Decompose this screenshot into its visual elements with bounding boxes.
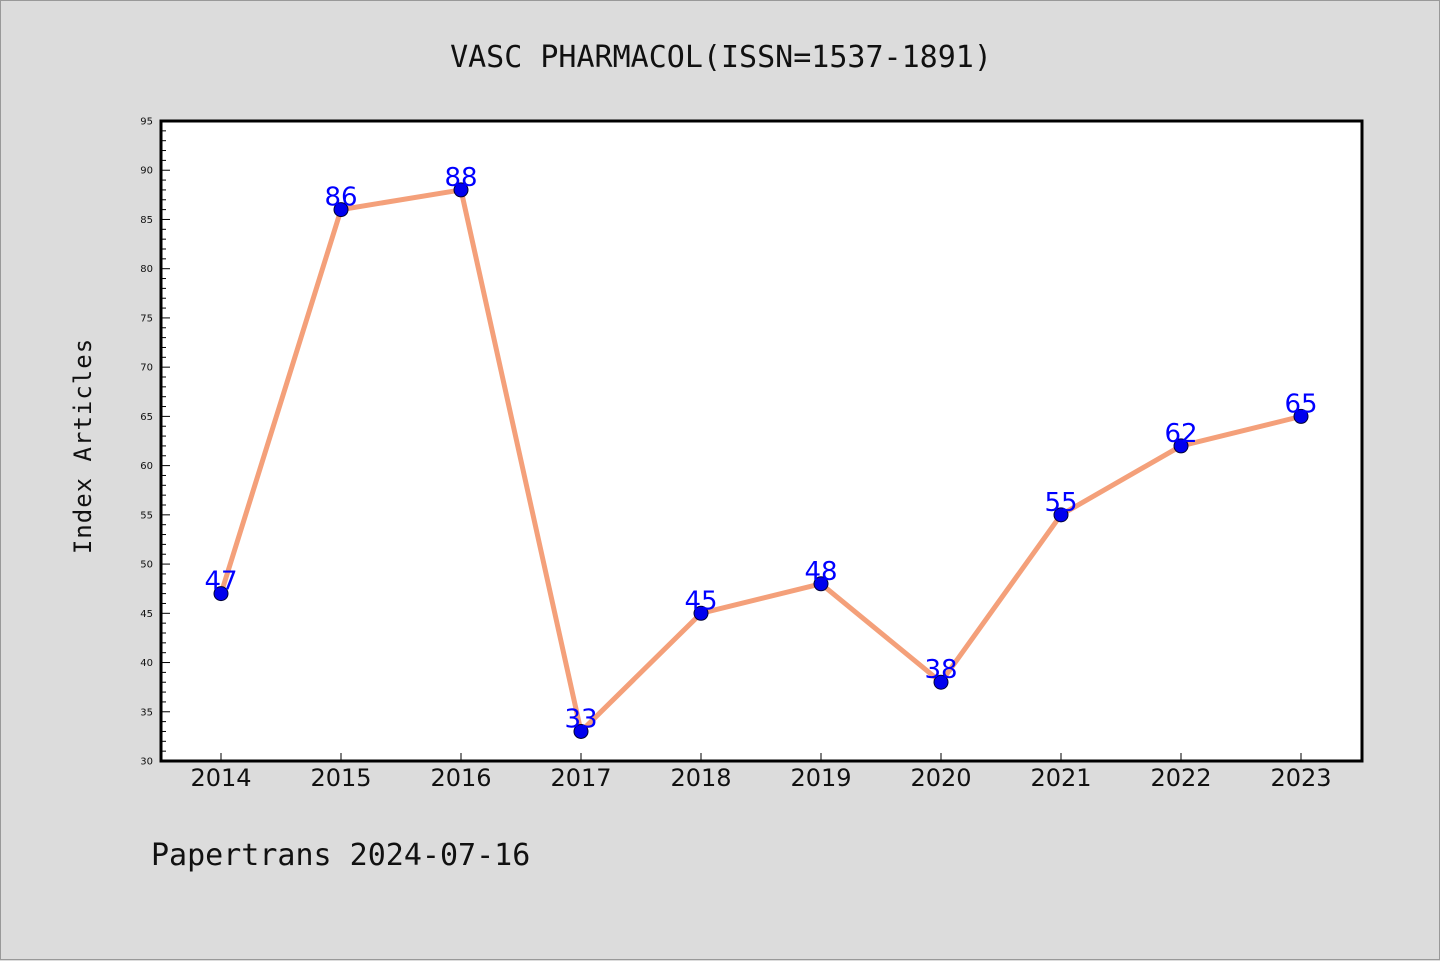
data-points (213, 182, 1309, 739)
series-line-group (218, 187, 1304, 734)
y-tick-label: 80 (140, 264, 153, 275)
y-tick-label: 75 (140, 313, 153, 324)
data-label: 86 (324, 183, 357, 213)
data-point (1173, 438, 1189, 454)
plot-area (159, 119, 1364, 763)
data-label: 33 (564, 704, 597, 734)
data-point (333, 202, 349, 218)
x-tick-label: 2019 (790, 764, 851, 792)
y-tick-label: 50 (140, 560, 153, 571)
data-point (813, 576, 829, 592)
data-point (1053, 507, 1069, 523)
series-line (218, 187, 1304, 734)
x-tick-label: 2021 (1030, 764, 1091, 792)
y-axis-label: Index Articles (69, 338, 97, 554)
data-point (933, 674, 949, 690)
y-tick-label: 95 (140, 117, 153, 128)
y-tick-label: 65 (140, 412, 153, 423)
data-label: 55 (1044, 488, 1077, 518)
data-point (693, 605, 709, 621)
x-tick-label: 2015 (310, 764, 371, 792)
data-label: 47 (204, 567, 237, 597)
data-label: 62 (1164, 419, 1197, 449)
data-label: 45 (684, 586, 717, 616)
y-tick-label: 60 (140, 461, 153, 472)
data-point (573, 723, 589, 739)
y-tick-label: 55 (140, 510, 153, 521)
y-tick-label: 70 (140, 363, 153, 374)
y-tick-label: 90 (140, 166, 153, 177)
x-tick-label: 2018 (670, 764, 731, 792)
y-axis: 30 35 40 45 50 55 60 65 70 75 80 85 90 95 (140, 117, 170, 768)
x-tick-label: 2016 (430, 764, 491, 792)
y-tick-label: 85 (140, 215, 153, 226)
x-tick-label: 2022 (1150, 764, 1211, 792)
x-tick-label: 2020 (910, 764, 971, 792)
y-tick-label: 40 (140, 658, 153, 669)
y-tick-label: 30 (140, 757, 153, 768)
data-label: 88 (444, 163, 477, 193)
y-tick-label: 35 (140, 707, 153, 718)
x-tick-label: 2017 (550, 764, 611, 792)
x-tick-label: 2023 (1270, 764, 1331, 792)
chart-title: VASC PHARMACOL(ISSN=1537-1891) (450, 40, 992, 75)
y-tick-label: 45 (140, 609, 153, 620)
data-point (1293, 408, 1309, 424)
data-labels: 47 86 88 33 45 48 38 55 62 65 (204, 163, 1317, 735)
x-axis: 2014 2015 2016 2017 2018 2019 2020 2021 2022 2023 (190, 753, 1332, 792)
x-tick-label: 2014 (190, 764, 251, 792)
data-point (213, 586, 229, 602)
data-label: 65 (1284, 389, 1317, 419)
footer-credit: Papertrans 2024-07-16 (151, 838, 530, 873)
data-label: 48 (804, 557, 837, 587)
data-label: 38 (924, 655, 957, 685)
data-point (453, 182, 469, 198)
